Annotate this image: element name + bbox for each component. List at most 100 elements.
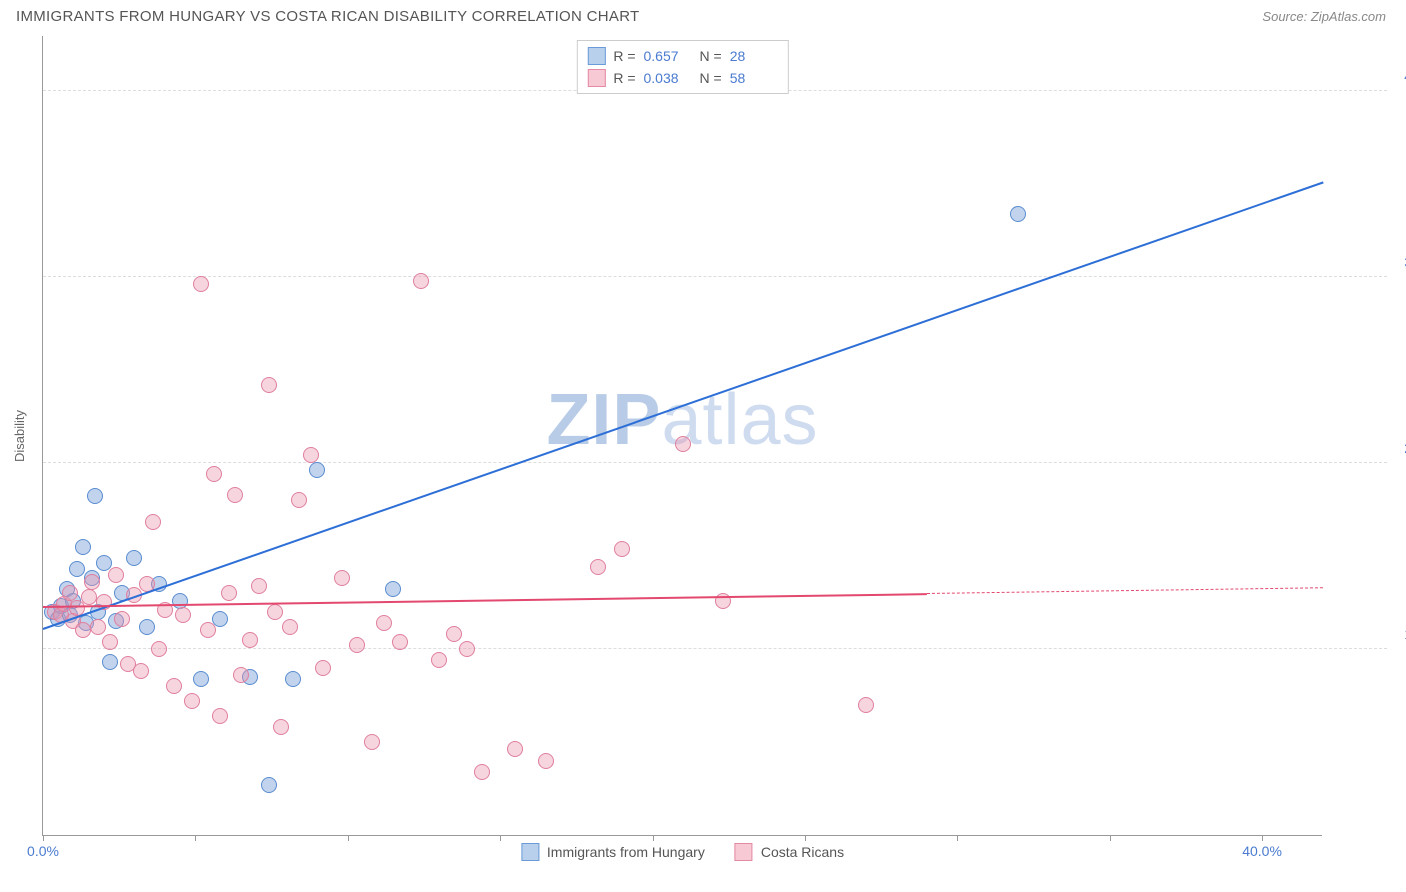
- data-point-costa_rican: [151, 641, 167, 657]
- data-point-costa_rican: [102, 634, 118, 650]
- data-point-costa_rican: [474, 764, 490, 780]
- data-point-costa_rican: [446, 626, 462, 642]
- data-point-costa_rican: [590, 559, 606, 575]
- y-axis-label: Disability: [12, 410, 27, 462]
- data-point-costa_rican: [227, 487, 243, 503]
- legend-swatch: [521, 843, 539, 861]
- legend-swatch: [735, 843, 753, 861]
- data-point-costa_rican: [175, 607, 191, 623]
- data-point-costa_rican: [184, 693, 200, 709]
- data-point-hungary: [285, 671, 301, 687]
- legend-label: Immigrants from Hungary: [547, 844, 705, 860]
- chart-container: Disability ZIPatlas R =0.657N =28R =0.03…: [42, 36, 1386, 836]
- legend-n-label: N =: [700, 70, 722, 86]
- data-point-costa_rican: [261, 377, 277, 393]
- data-point-costa_rican: [193, 276, 209, 292]
- x-minor-tick: [500, 835, 501, 841]
- data-point-hungary: [126, 550, 142, 566]
- x-minor-tick: [1110, 835, 1111, 841]
- legend-row: R = 0.038 N = 58: [587, 67, 777, 89]
- data-point-costa_rican: [133, 663, 149, 679]
- data-point-hungary: [102, 654, 118, 670]
- data-point-costa_rican: [212, 708, 228, 724]
- data-point-costa_rican: [507, 741, 523, 757]
- data-point-costa_rican: [282, 619, 298, 635]
- data-point-costa_rican: [75, 622, 91, 638]
- plot-area: ZIPatlas R =0.657N =28R =0.038N =58 Immi…: [42, 36, 1322, 836]
- data-point-costa_rican: [614, 541, 630, 557]
- legend-row: R = 0.657 N = 28: [587, 45, 777, 67]
- legend-item: Costa Ricans: [735, 843, 844, 861]
- source-attribution: Source: ZipAtlas.com: [1262, 9, 1386, 24]
- legend-r-label: R =: [613, 48, 635, 64]
- trend-line: [927, 587, 1323, 595]
- data-point-costa_rican: [84, 574, 100, 590]
- x-tick-label: 0.0%: [27, 843, 59, 859]
- gridline: [43, 648, 1387, 649]
- x-minor-tick: [195, 835, 196, 841]
- trend-line: [43, 182, 1324, 630]
- data-point-costa_rican: [206, 466, 222, 482]
- data-point-costa_rican: [273, 719, 289, 735]
- legend-n-value: 58: [730, 70, 778, 86]
- data-point-costa_rican: [303, 447, 319, 463]
- data-point-costa_rican: [221, 585, 237, 601]
- x-tick: [43, 835, 44, 841]
- correlation-legend: R = 0.657 N = 28 R = 0.038 N = 58: [576, 40, 788, 94]
- data-point-costa_rican: [392, 634, 408, 650]
- legend-label: Costa Ricans: [761, 844, 844, 860]
- data-point-costa_rican: [233, 667, 249, 683]
- legend-r-value: 0.038: [644, 70, 692, 86]
- x-minor-tick: [805, 835, 806, 841]
- legend-r-value: 0.657: [644, 48, 692, 64]
- data-point-hungary: [309, 462, 325, 478]
- data-point-costa_rican: [675, 436, 691, 452]
- data-point-costa_rican: [62, 585, 78, 601]
- data-point-hungary: [139, 619, 155, 635]
- legend-swatch: [587, 69, 605, 87]
- data-point-costa_rican: [334, 570, 350, 586]
- data-point-costa_rican: [267, 604, 283, 620]
- legend-n-value: 28: [730, 48, 778, 64]
- legend-r-label: R =: [613, 70, 635, 86]
- data-point-hungary: [172, 593, 188, 609]
- series-legend: Immigrants from Hungary Costa Ricans: [521, 843, 844, 861]
- x-tick-label: 40.0%: [1242, 843, 1282, 859]
- data-point-costa_rican: [145, 514, 161, 530]
- data-point-costa_rican: [200, 622, 216, 638]
- gridline: [43, 276, 1387, 277]
- data-point-costa_rican: [858, 697, 874, 713]
- x-tick: [653, 835, 654, 841]
- x-tick: [957, 835, 958, 841]
- legend-swatch: [587, 47, 605, 65]
- chart-title: IMMIGRANTS FROM HUNGARY VS COSTA RICAN D…: [16, 8, 640, 25]
- gridline: [43, 462, 1387, 463]
- data-point-costa_rican: [81, 589, 97, 605]
- data-point-hungary: [193, 671, 209, 687]
- x-tick: [348, 835, 349, 841]
- data-point-costa_rican: [349, 637, 365, 653]
- data-point-costa_rican: [459, 641, 475, 657]
- data-point-costa_rican: [114, 611, 130, 627]
- legend-n-label: N =: [700, 48, 722, 64]
- data-point-costa_rican: [376, 615, 392, 631]
- data-point-costa_rican: [166, 678, 182, 694]
- data-point-costa_rican: [251, 578, 267, 594]
- data-point-hungary: [385, 581, 401, 597]
- data-point-costa_rican: [538, 753, 554, 769]
- data-point-costa_rican: [413, 273, 429, 289]
- data-point-hungary: [212, 611, 228, 627]
- data-point-hungary: [1010, 206, 1026, 222]
- data-point-hungary: [69, 561, 85, 577]
- data-point-costa_rican: [315, 660, 331, 676]
- data-point-hungary: [87, 488, 103, 504]
- data-point-costa_rican: [715, 593, 731, 609]
- data-point-costa_rican: [291, 492, 307, 508]
- data-point-costa_rican: [108, 567, 124, 583]
- data-point-costa_rican: [90, 619, 106, 635]
- data-point-hungary: [75, 539, 91, 555]
- data-point-hungary: [261, 777, 277, 793]
- data-point-costa_rican: [242, 632, 258, 648]
- legend-item: Immigrants from Hungary: [521, 843, 705, 861]
- x-tick: [1262, 835, 1263, 841]
